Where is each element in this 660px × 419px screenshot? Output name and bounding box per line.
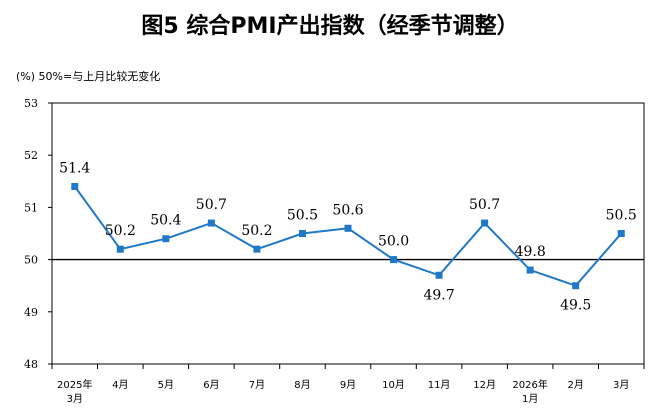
data-label: 50.4 xyxy=(150,213,181,229)
y-tick-label: 52 xyxy=(24,149,38,162)
x-tick-label: 3月 xyxy=(613,379,629,391)
x-tick-label: 11月 xyxy=(428,379,451,391)
x-tick-label: 2026年 1月 xyxy=(512,378,547,405)
x-tick-label: 6月 xyxy=(203,379,219,391)
data-label: 49.8 xyxy=(515,244,546,260)
data-point xyxy=(435,271,443,279)
unit-note: (%) 50%=与上月比较无变化 xyxy=(16,70,161,83)
data-label: 49.5 xyxy=(560,298,591,314)
x-tick-label: 12月 xyxy=(473,379,496,391)
data-point xyxy=(207,219,215,227)
y-tick-label: 48 xyxy=(24,358,38,371)
data-point xyxy=(572,282,580,290)
data-label: 50.2 xyxy=(241,223,272,239)
data-point xyxy=(526,266,534,274)
data-point xyxy=(481,219,489,227)
x-tick-label: 4月 xyxy=(112,379,128,391)
data-label: 50.0 xyxy=(378,234,409,250)
x-tick-label: 2月 xyxy=(568,379,584,391)
data-point xyxy=(298,230,306,237)
data-label: 50.7 xyxy=(469,197,500,213)
y-tick-label: 53 xyxy=(24,97,38,110)
data-label: 49.7 xyxy=(423,287,454,303)
data-point xyxy=(71,183,79,191)
data-point xyxy=(162,235,170,243)
data-label: 50.6 xyxy=(332,202,363,218)
data-label: 50.2 xyxy=(105,223,136,239)
plot-frame xyxy=(51,102,645,365)
data-label: 50.7 xyxy=(196,197,227,213)
data-point xyxy=(344,224,352,232)
chart-title: 图5 综合PMI产出指数（经季节调整） xyxy=(141,14,519,39)
x-tick-label: 7月 xyxy=(249,379,265,391)
data-label: 50.5 xyxy=(287,208,318,224)
data-point xyxy=(617,230,625,237)
data-label: 50.5 xyxy=(606,208,637,224)
data-point xyxy=(390,256,398,264)
x-tick-label: 10月 xyxy=(382,379,405,391)
data-label: 51.4 xyxy=(59,161,90,177)
x-tick-label: 2025年 3月 xyxy=(57,378,92,405)
data-point xyxy=(253,245,261,253)
data-point xyxy=(116,245,124,253)
x-tick-label: 5月 xyxy=(158,379,174,391)
y-tick-label: 50 xyxy=(24,254,38,267)
x-tick-label: 8月 xyxy=(294,379,310,391)
x-tick-label: 9月 xyxy=(340,379,356,391)
y-tick-label: 51 xyxy=(24,201,38,214)
y-tick-label: 49 xyxy=(24,306,38,319)
